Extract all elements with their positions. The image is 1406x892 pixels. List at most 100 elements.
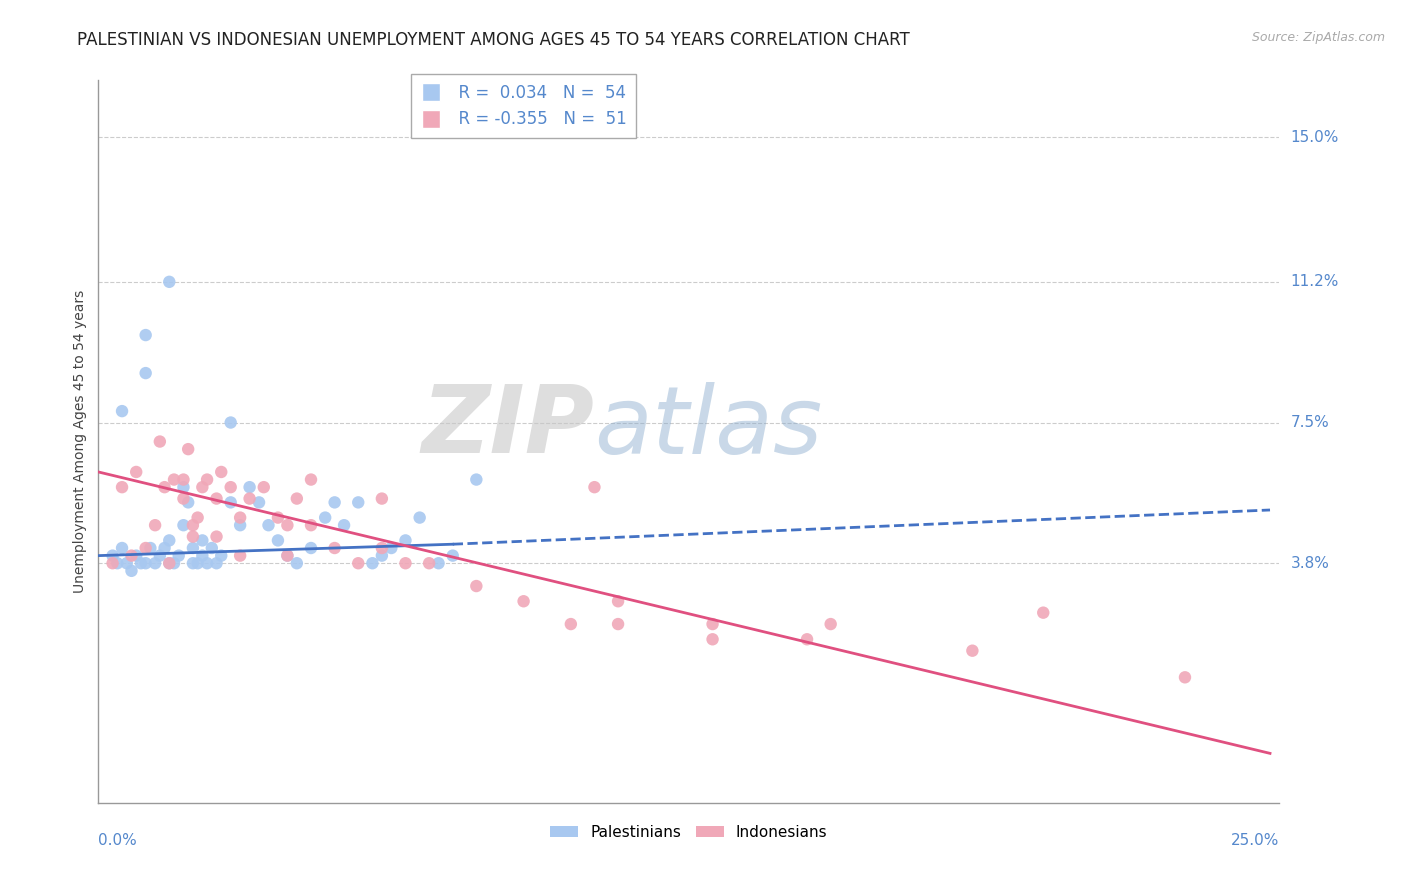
Point — [247, 495, 270, 509]
Text: 0.0%: 0.0% — [98, 833, 138, 848]
Point — [157, 533, 180, 548]
Point — [187, 556, 209, 570]
Point — [121, 564, 143, 578]
Point — [139, 541, 162, 555]
Point — [195, 556, 218, 570]
Point — [465, 579, 488, 593]
Point — [276, 518, 298, 533]
Point — [101, 556, 124, 570]
Point — [125, 465, 148, 479]
Point — [347, 556, 370, 570]
Point — [181, 518, 204, 533]
Point — [962, 643, 984, 657]
Point — [205, 530, 228, 544]
Point — [149, 549, 172, 563]
Point — [323, 541, 346, 555]
Text: PALESTINIAN VS INDONESIAN UNEMPLOYMENT AMONG AGES 45 TO 54 YEARS CORRELATION CHA: PALESTINIAN VS INDONESIAN UNEMPLOYMENT A… — [77, 31, 910, 49]
Point — [607, 594, 630, 608]
Point — [299, 473, 322, 487]
Point — [219, 495, 242, 509]
Point — [125, 549, 148, 563]
Text: atlas: atlas — [595, 382, 823, 473]
Point — [257, 518, 280, 533]
Point — [229, 518, 252, 533]
Point — [177, 495, 200, 509]
Point — [191, 480, 214, 494]
Point — [181, 541, 204, 555]
Point — [418, 556, 440, 570]
Point — [115, 556, 138, 570]
Y-axis label: Unemployment Among Ages 45 to 54 years: Unemployment Among Ages 45 to 54 years — [73, 290, 87, 593]
Text: 3.8%: 3.8% — [1291, 556, 1330, 571]
Point — [101, 549, 124, 563]
Point — [408, 510, 430, 524]
Text: 7.5%: 7.5% — [1291, 415, 1329, 430]
Point — [394, 533, 416, 548]
Point — [111, 480, 134, 494]
Point — [143, 556, 166, 570]
Point — [163, 473, 186, 487]
Point — [195, 473, 218, 487]
Point — [143, 518, 166, 533]
Point — [135, 366, 157, 380]
Point — [163, 556, 186, 570]
Point — [1174, 670, 1197, 684]
Point — [157, 275, 180, 289]
Text: 15.0%: 15.0% — [1291, 130, 1339, 145]
Point — [276, 549, 298, 563]
Point — [427, 556, 450, 570]
Point — [394, 556, 416, 570]
Point — [172, 518, 194, 533]
Point — [219, 416, 242, 430]
Point — [209, 549, 232, 563]
Point — [191, 549, 214, 563]
Text: ZIP: ZIP — [422, 381, 595, 473]
Point — [229, 510, 252, 524]
Point — [153, 480, 176, 494]
Point — [135, 328, 157, 343]
Point — [157, 556, 180, 570]
Point — [111, 541, 134, 555]
Point — [239, 480, 262, 494]
Point — [267, 533, 290, 548]
Point — [201, 541, 224, 555]
Point — [560, 617, 582, 632]
Point — [172, 473, 194, 487]
Text: 25.0%: 25.0% — [1232, 833, 1279, 848]
Point — [205, 556, 228, 570]
Point — [135, 556, 157, 570]
Point — [129, 556, 152, 570]
Point — [285, 556, 308, 570]
Point — [187, 510, 209, 524]
Point — [702, 617, 724, 632]
Point — [299, 518, 322, 533]
Point — [239, 491, 262, 506]
Point — [702, 632, 724, 647]
Point — [205, 491, 228, 506]
Point — [172, 480, 194, 494]
Point — [229, 549, 252, 563]
Point — [177, 442, 200, 457]
Point — [153, 541, 176, 555]
Point — [253, 480, 276, 494]
Point — [111, 404, 134, 418]
Text: Source: ZipAtlas.com: Source: ZipAtlas.com — [1251, 31, 1385, 45]
Point — [347, 495, 370, 509]
Point — [181, 556, 204, 570]
Point — [121, 549, 143, 563]
Point — [149, 434, 172, 449]
Point — [276, 549, 298, 563]
Point — [181, 530, 204, 544]
Point — [219, 480, 242, 494]
Legend: Palestinians, Indonesians: Palestinians, Indonesians — [544, 819, 834, 846]
Point — [299, 541, 322, 555]
Point — [135, 541, 157, 555]
Point — [512, 594, 534, 608]
Point — [371, 541, 394, 555]
Point — [361, 556, 384, 570]
Point — [209, 465, 232, 479]
Point — [323, 495, 346, 509]
Point — [371, 491, 394, 506]
Point — [105, 556, 128, 570]
Point — [380, 541, 402, 555]
